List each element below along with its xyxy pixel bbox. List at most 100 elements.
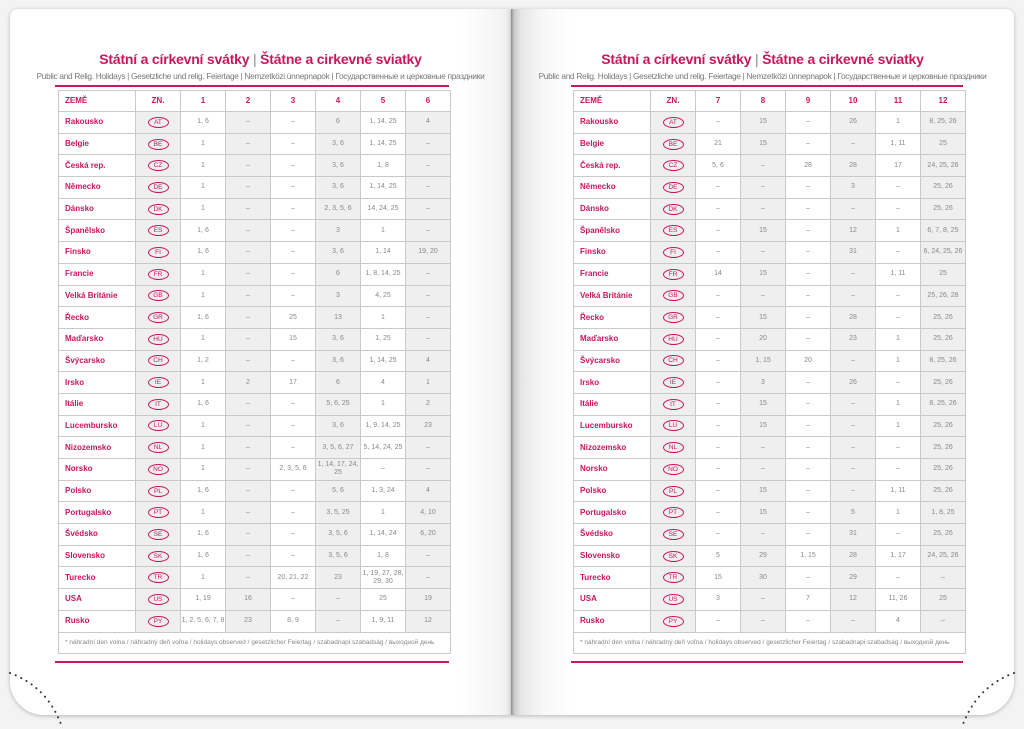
footer-rule bbox=[55, 661, 449, 663]
column-header-month: 4 bbox=[315, 90, 361, 112]
holiday-days-cell: 1 bbox=[180, 262, 226, 286]
country-code-badge: GR bbox=[662, 312, 684, 324]
table-row: Lucembursko LU 1– –3, 6 1, 9, 14, 25 23 bbox=[58, 414, 451, 438]
holiday-days-cell: – bbox=[875, 436, 921, 459]
holiday-days-cell: – bbox=[830, 436, 876, 459]
holiday-days-cell: 1, 6 bbox=[180, 241, 226, 264]
holiday-days-cell: – bbox=[740, 436, 786, 459]
holiday-days-cell: 17 bbox=[875, 154, 921, 178]
holiday-days-cell: – bbox=[695, 219, 741, 243]
holiday-days-cell: – bbox=[360, 458, 406, 481]
holiday-days-cell: – bbox=[830, 284, 876, 308]
country-code-cell: GB bbox=[135, 284, 181, 308]
holiday-days-cell: – bbox=[270, 436, 316, 459]
country-code-badge: IT bbox=[662, 398, 684, 410]
holiday-days-cell: 8, 9 bbox=[270, 609, 316, 633]
holiday-days-cell: – bbox=[875, 306, 921, 329]
column-header-month: 12 bbox=[920, 90, 966, 112]
holiday-days-cell: 12 bbox=[830, 219, 876, 243]
dotted-corner-decoration bbox=[961, 672, 1015, 728]
column-header-month: 7 bbox=[695, 90, 741, 112]
dotted-corner-decoration bbox=[9, 672, 63, 728]
holiday-days-cell: 3, 5, 6 bbox=[315, 523, 361, 546]
holiday-days-cell: 1, 8 bbox=[360, 544, 406, 568]
country-code-badge: GB bbox=[147, 290, 169, 302]
country-code-badge: SE bbox=[662, 528, 684, 540]
country-code-badge: HU bbox=[147, 333, 169, 345]
holiday-days-cell: – bbox=[405, 219, 451, 243]
holiday-days-cell: – bbox=[875, 241, 921, 264]
holiday-days-cell: 15 bbox=[695, 566, 741, 590]
holiday-days-cell: 1 bbox=[180, 566, 226, 590]
holiday-days-cell: 25, 26 bbox=[920, 523, 966, 546]
holiday-days-cell: 1 bbox=[180, 436, 226, 459]
holiday-days-cell: 2 bbox=[405, 392, 451, 416]
table-row: Portugalsko PT 1– –3, 5, 25 1 4, 10 bbox=[58, 501, 451, 525]
table-row: Francie FR 1– –6 1, 8, 14, 25– bbox=[58, 262, 451, 286]
holiday-days-cell: 1, 6 bbox=[180, 544, 226, 568]
holiday-days-cell: 28 bbox=[785, 154, 831, 178]
column-header-country: ZEMĚ bbox=[58, 90, 136, 112]
holiday-days-cell: – bbox=[875, 566, 921, 590]
holiday-days-cell: – bbox=[225, 219, 271, 243]
holiday-days-cell: 6, 7, 8, 25 bbox=[920, 219, 966, 243]
table-row: USA US 3–7 12 11, 26 25 bbox=[573, 588, 966, 611]
holiday-days-cell: – bbox=[920, 609, 966, 633]
page-subtitle: Public and Relig. Holidays | Gesetzliche… bbox=[538, 71, 987, 81]
holiday-days-cell: – bbox=[785, 458, 831, 481]
holiday-days-cell: – bbox=[270, 501, 316, 525]
holiday-days-cell: – bbox=[315, 609, 361, 633]
holiday-days-cell: 3, 6 bbox=[315, 132, 361, 156]
holiday-days-cell: – bbox=[225, 436, 271, 459]
holiday-days-cell: – bbox=[740, 284, 786, 308]
holiday-days-cell: – bbox=[875, 176, 921, 199]
table-row: Dánsko DK 1– –2, 3, 5, 6 14, 24, 25– bbox=[58, 197, 451, 221]
table-row: Polsko PL 1, 6– –5, 6 1, 3, 24 4 bbox=[58, 479, 451, 503]
holiday-days-cell: – bbox=[405, 197, 451, 221]
holiday-days-cell: 1, 6 bbox=[180, 479, 226, 503]
table-row: Řecko GR –15–28–25, 26 bbox=[573, 306, 966, 329]
table-row: Nizozemsko NL 1– –3, 5, 6, 27 5, 14, 24, 25– bbox=[58, 436, 451, 459]
holiday-days-cell: – bbox=[785, 327, 831, 351]
footnote-row: * náhradní den volna / náhradný deň voľn… bbox=[573, 631, 966, 654]
country-code-cell: PL bbox=[135, 479, 181, 503]
holiday-days-cell: – bbox=[830, 262, 876, 286]
country-code-cell: DK bbox=[135, 197, 181, 221]
country-code-cell: LU bbox=[135, 414, 181, 438]
country-code-badge: FR bbox=[147, 268, 169, 280]
country-name: Švédsko bbox=[573, 523, 651, 546]
left-page: Státní a církevní svátky | Štátne a cirk… bbox=[9, 9, 511, 728]
holiday-days-cell: – bbox=[405, 566, 451, 590]
header-row: ZEMĚ ZN. 7 8 9 10 11 12 bbox=[573, 90, 966, 112]
holiday-days-cell: 1, 2, 5, 6, 7, 8 bbox=[180, 609, 226, 633]
holiday-days-cell: – bbox=[740, 588, 786, 611]
holiday-days-cell: 16 bbox=[225, 588, 271, 611]
country-code-cell: DK bbox=[650, 197, 696, 221]
holiday-days-cell: 12 bbox=[830, 588, 876, 611]
holiday-days-cell: – bbox=[830, 414, 876, 438]
country-code-badge: ES bbox=[662, 225, 684, 237]
country-name: Lucembursko bbox=[573, 414, 651, 438]
holiday-days-cell: – bbox=[225, 414, 271, 438]
holiday-days-cell: – bbox=[225, 566, 271, 590]
country-code-badge: NO bbox=[147, 463, 169, 475]
country-code-cell: ES bbox=[650, 219, 696, 243]
country-name: Polsko bbox=[573, 479, 651, 503]
header-row: ZEMĚ ZN. 1 2 3 4 5 6 bbox=[58, 90, 451, 112]
table-row: Španělsko ES –15–12 1 6, 7, 8, 25 bbox=[573, 219, 966, 243]
country-code-cell: PL bbox=[650, 479, 696, 503]
country-code-badge: IE bbox=[662, 377, 684, 389]
country-code-badge: CZ bbox=[662, 160, 684, 172]
holiday-days-cell: 15 bbox=[740, 262, 786, 286]
country-code-cell: GB bbox=[650, 284, 696, 308]
holiday-days-cell: 25 bbox=[920, 588, 966, 611]
holiday-days-cell: – bbox=[740, 197, 786, 221]
column-header-month: 10 bbox=[830, 90, 876, 112]
holiday-days-cell: 1, 15 bbox=[785, 544, 831, 568]
country-name: Řecko bbox=[573, 306, 651, 329]
holiday-days-cell: 3, 6 bbox=[315, 349, 361, 373]
holiday-days-cell: – bbox=[225, 154, 271, 178]
holiday-days-cell: 5, 14, 24, 25 bbox=[360, 436, 406, 459]
holiday-days-cell: 1 bbox=[405, 371, 451, 394]
holiday-days-cell: – bbox=[405, 154, 451, 178]
